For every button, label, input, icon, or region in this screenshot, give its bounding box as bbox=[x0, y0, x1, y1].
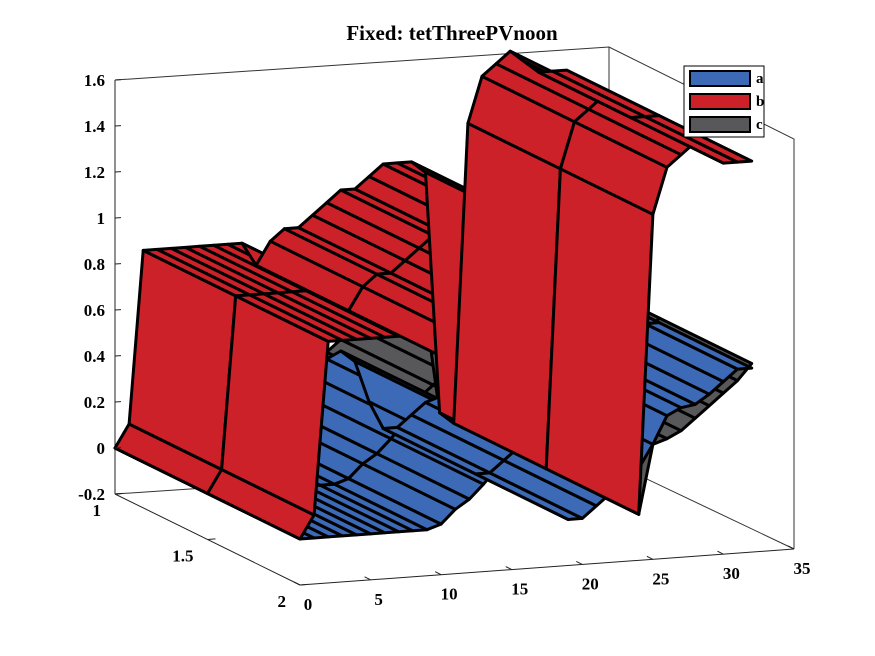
x-tick-label: 0 bbox=[304, 595, 313, 614]
z-tick-label: 1.4 bbox=[84, 117, 106, 136]
surface-patch-a bbox=[643, 321, 754, 371]
x-tick-mark bbox=[576, 560, 583, 565]
z-tick-label: 1.2 bbox=[84, 163, 105, 182]
x-tick-mark bbox=[434, 571, 442, 576]
z-tick-label: 1 bbox=[97, 209, 106, 228]
legend: a b c bbox=[683, 65, 765, 138]
series-b bbox=[113, 49, 754, 541]
z-tick-label: 0 bbox=[97, 439, 106, 458]
z-tick-label: -0.2 bbox=[78, 485, 105, 504]
z-tick-label: 1.6 bbox=[84, 71, 105, 90]
ticks-layer: -0.200.20.40.60.811.21.41.611.52 0 5 10 15 20… bbox=[78, 71, 810, 614]
x-tick-label: 30 bbox=[723, 564, 740, 583]
y-tick-mark bbox=[207, 538, 216, 540]
x-tick-label: 20 bbox=[582, 574, 599, 593]
x-tick-label: 10 bbox=[441, 585, 458, 604]
legend-entry-a: a bbox=[689, 70, 764, 87]
y-tick-label: 1 bbox=[93, 501, 102, 520]
z-tick-label: 0.8 bbox=[84, 255, 105, 274]
legend-label-a: a bbox=[756, 71, 764, 87]
legend-swatch-a bbox=[689, 70, 751, 87]
legend-entry-c: c bbox=[689, 116, 763, 133]
z-tick-label: 0.6 bbox=[84, 301, 105, 320]
surface-layer bbox=[113, 49, 754, 541]
surface-patch-b bbox=[452, 121, 562, 471]
y-tick-mark bbox=[299, 583, 309, 586]
legend-swatch-b bbox=[689, 93, 751, 110]
surface-patch-b bbox=[544, 167, 655, 516]
legend-label-b: b bbox=[756, 94, 764, 110]
x-tick-label: 15 bbox=[511, 580, 528, 599]
y-tick-label: 1.5 bbox=[172, 547, 193, 566]
y-tick-mark bbox=[114, 492, 124, 495]
x-axis-line bbox=[299, 548, 795, 586]
x-tick-mark bbox=[364, 576, 371, 581]
z-tick-label: 0.4 bbox=[84, 347, 106, 366]
legend-swatch-c bbox=[689, 116, 751, 133]
legend-label-c: c bbox=[756, 117, 763, 133]
chart-title: Fixed: tetThreePVnoon bbox=[346, 21, 558, 45]
y-tick-label: 2 bbox=[278, 592, 287, 611]
x-tick-label: 5 bbox=[374, 590, 383, 609]
surface-patch-b bbox=[643, 114, 754, 164]
legend-entry-b: b bbox=[689, 93, 764, 110]
x-tick-mark bbox=[646, 555, 654, 560]
x-tick-mark bbox=[717, 550, 724, 555]
x-tick-label: 25 bbox=[652, 569, 669, 588]
x-tick-label: 35 bbox=[794, 559, 811, 578]
x-tick-mark bbox=[293, 581, 301, 586]
z-tick-label: 0.2 bbox=[84, 393, 105, 412]
x-tick-mark bbox=[505, 566, 512, 571]
x-tick-mark bbox=[787, 545, 795, 550]
